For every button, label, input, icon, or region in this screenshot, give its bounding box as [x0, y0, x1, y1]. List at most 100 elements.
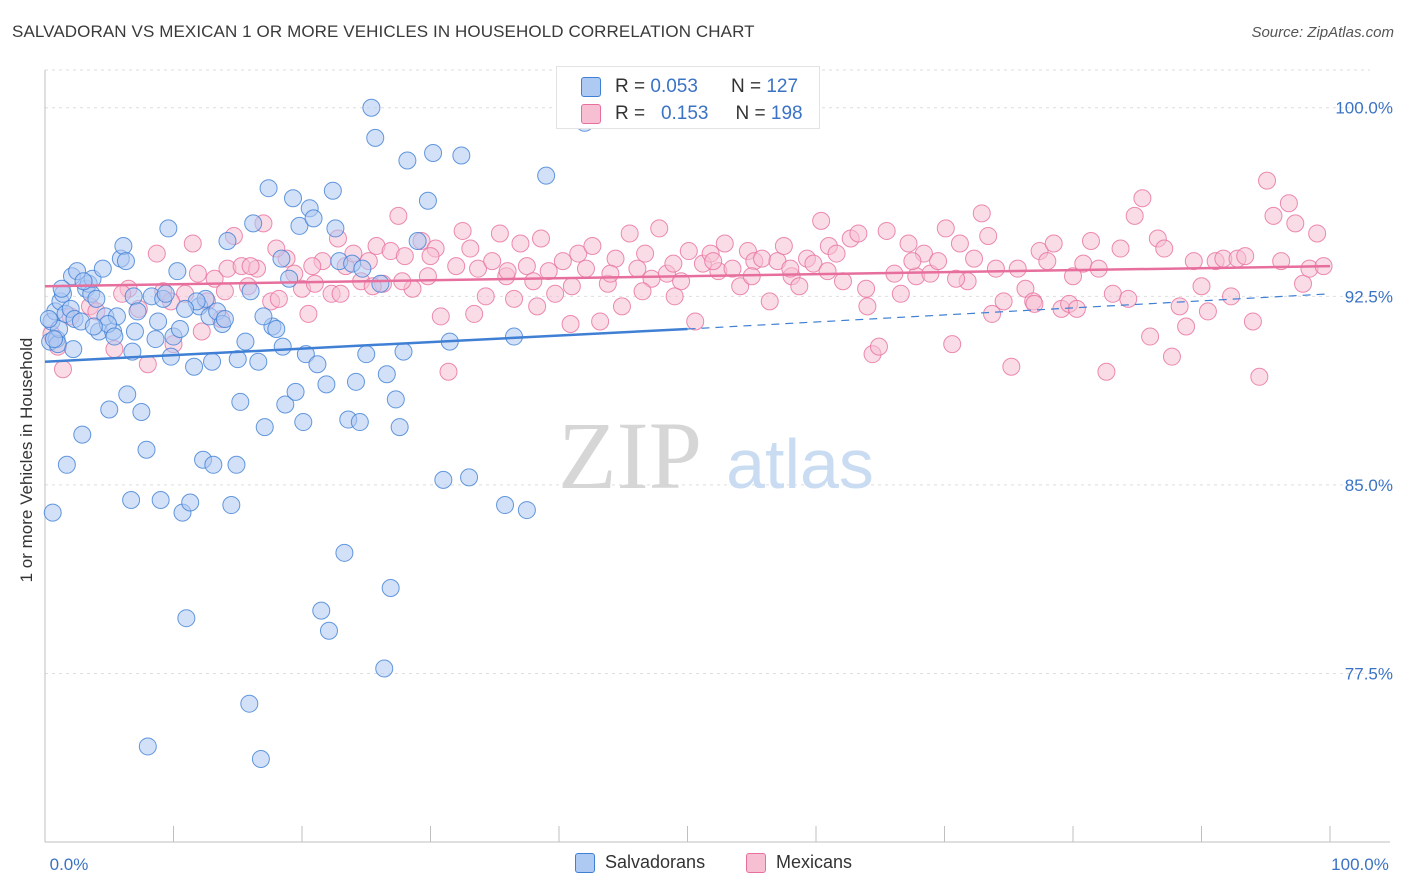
data-point — [1279, 194, 1298, 213]
data-point — [869, 337, 888, 356]
data-point — [620, 224, 639, 243]
data-point — [273, 337, 292, 356]
legend-item-salvadorans[interactable]: Salvadorans — [575, 852, 705, 873]
data-point — [505, 289, 524, 308]
data-point — [628, 259, 647, 278]
data-point — [87, 289, 106, 308]
data-point — [280, 269, 299, 288]
data-point — [1184, 252, 1203, 271]
data-point — [1064, 267, 1082, 286]
data-point — [774, 237, 793, 256]
data-point — [1162, 347, 1181, 366]
data-point — [715, 234, 734, 253]
data-point — [159, 219, 178, 238]
data-point — [74, 272, 93, 291]
data-point — [286, 382, 305, 401]
data-point — [539, 262, 558, 281]
mexicans-swatch — [746, 852, 766, 873]
data-point — [249, 352, 268, 371]
data-point — [972, 204, 991, 223]
data-point — [561, 314, 580, 333]
data-point — [591, 312, 610, 331]
data-point — [259, 179, 278, 198]
data-point — [431, 307, 450, 326]
data-point — [418, 267, 437, 286]
data-point — [57, 455, 76, 474]
salvadorans-swatch — [581, 77, 601, 97]
data-point — [176, 299, 195, 318]
data-point — [818, 262, 837, 281]
r-label: R = — [615, 76, 646, 97]
data-point — [679, 242, 698, 261]
x-tick-labels: 0.0% 100.0% — [50, 855, 1389, 874]
data-point — [1141, 327, 1160, 346]
data-point — [236, 332, 255, 351]
data-point — [215, 282, 234, 301]
data-point — [857, 279, 876, 298]
data-point — [353, 259, 372, 278]
data-point — [723, 259, 742, 278]
data-point — [100, 400, 119, 419]
data-point — [1111, 239, 1130, 258]
data-point — [929, 252, 948, 271]
data-point — [203, 352, 222, 371]
data-point — [947, 269, 966, 288]
data-point — [704, 252, 723, 271]
r-value: 0.153 — [660, 103, 709, 124]
legend-row-mexicans: R = 0.153 N = 198 — [581, 102, 803, 126]
data-point — [452, 146, 471, 165]
legend-row-salvadorans: R = 0.053 N = 127 — [581, 75, 798, 99]
data-point — [650, 219, 669, 238]
data-point — [517, 257, 536, 276]
data-point — [418, 191, 437, 210]
legend-item-mexicans[interactable]: Mexicans — [746, 852, 852, 873]
data-point — [833, 272, 852, 291]
data-point — [240, 694, 259, 713]
data-point — [986, 259, 1005, 278]
data-point — [790, 277, 809, 296]
n-label: N = — [730, 76, 762, 97]
data-point — [583, 237, 602, 256]
data-point — [304, 209, 323, 228]
data-point — [64, 340, 83, 359]
data-point — [296, 345, 315, 364]
data-point — [804, 254, 823, 273]
data-point — [276, 395, 295, 414]
data-point — [323, 181, 342, 200]
data-point — [469, 259, 488, 278]
y-tick-label: 92.5% — [1345, 287, 1393, 306]
series-legend: Salvadorans Mexicans — [0, 852, 1406, 876]
data-point — [255, 418, 274, 437]
data-point — [1192, 277, 1211, 296]
data-point — [753, 249, 772, 268]
data-point — [149, 312, 168, 331]
data-point — [312, 601, 331, 620]
data-point — [606, 249, 625, 268]
chart-title: SALVADORAN VS MEXICAN 1 OR MORE VEHICLES… — [12, 22, 755, 41]
data-point — [891, 284, 910, 303]
data-point — [151, 491, 170, 510]
data-point — [421, 247, 440, 266]
data-point — [93, 259, 112, 278]
data-point — [241, 257, 260, 276]
stats-legend: R = 0.053 N = 127 R = 0.153 N = 198 — [556, 66, 820, 129]
salvadorans-trend-dashed — [687, 293, 1331, 330]
data-point — [290, 216, 309, 235]
data-point — [1002, 357, 1021, 376]
data-point — [812, 211, 831, 230]
mexicans-swatch — [581, 104, 601, 124]
data-point — [128, 302, 147, 321]
data-point — [350, 413, 369, 432]
data-point — [124, 287, 143, 306]
data-point — [781, 259, 800, 278]
data-point — [490, 224, 509, 243]
r-value: 0.053 — [650, 76, 698, 97]
data-point — [331, 284, 350, 303]
data-point — [53, 360, 72, 379]
data-point — [576, 259, 595, 278]
data-point — [326, 219, 345, 238]
data-point — [1008, 259, 1027, 278]
y-tick-label: 100.0% — [1335, 99, 1393, 118]
data-point — [1258, 171, 1277, 190]
data-point — [511, 234, 530, 253]
